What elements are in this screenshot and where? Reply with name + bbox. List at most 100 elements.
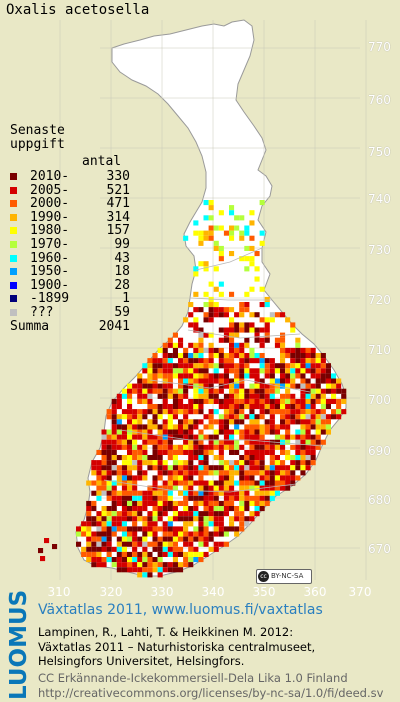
occurrence-cell <box>208 215 214 221</box>
occurrence-cell <box>218 373 224 379</box>
occurrence-cell <box>290 480 296 486</box>
occurrence-cell <box>300 424 306 430</box>
occurrence-cell <box>259 363 265 369</box>
occurrence-cell <box>147 526 153 532</box>
occurrence-cell <box>111 500 117 506</box>
occurrence-cell <box>259 240 265 246</box>
occurrence-cell <box>183 317 189 323</box>
occurrence-cell <box>239 347 245 353</box>
occurrence-cell <box>137 444 143 450</box>
occurrence-cell <box>132 546 138 552</box>
occurrence-cell <box>111 511 117 517</box>
occurrence-cell <box>249 322 255 328</box>
occurrence-cell <box>208 546 214 552</box>
occurrence-cell <box>305 353 311 359</box>
occurrence-cell <box>285 434 291 440</box>
occurrence-cell <box>259 460 265 466</box>
occurrence-cell <box>203 347 209 353</box>
occurrence-cell <box>183 368 189 374</box>
occurrence-cell <box>234 424 240 430</box>
occurrence-cell <box>198 490 204 496</box>
occurrence-cell <box>218 490 224 496</box>
occurrence-cell <box>193 322 199 328</box>
luomus-logo[interactable]: LUOMUS <box>6 589 32 700</box>
occurrence-cell <box>249 480 255 486</box>
occurrence-cell <box>264 322 270 328</box>
occurrence-cell <box>137 470 143 476</box>
y-axis-label: 770 <box>368 40 391 54</box>
occurrence-cell <box>280 465 286 471</box>
occurrence-cell <box>234 526 240 532</box>
occurrence-cell <box>300 434 306 440</box>
occurrence-cell <box>172 353 178 359</box>
occurrence-cell <box>137 567 143 573</box>
occurrence-cell <box>157 546 163 552</box>
occurrence-cell <box>183 404 189 410</box>
occurrence-cell <box>91 551 97 557</box>
legend-title-line2: uppgift <box>10 137 65 152</box>
occurrence-cell <box>244 439 250 445</box>
occurrence-cell <box>188 439 194 445</box>
occurrence-cell <box>111 444 117 450</box>
legend-item: 1970- 99 <box>10 238 130 252</box>
occurrence-cell <box>295 337 301 343</box>
occurrence-cell <box>147 516 153 522</box>
occurrence-cell <box>280 444 286 450</box>
occurrence-cell <box>127 444 133 450</box>
occurrence-cell <box>229 205 235 211</box>
occurrence-cell <box>305 363 311 369</box>
occurrence-cell <box>274 460 280 466</box>
occurrence-cell <box>213 307 219 313</box>
occurrence-cell <box>172 363 178 369</box>
occurrence-cell <box>178 409 184 415</box>
occurrence-cell <box>269 460 275 466</box>
occurrence-cell <box>137 500 143 506</box>
occurrence-cell <box>198 307 204 313</box>
occurrence-cell <box>203 378 209 384</box>
occurrence-cell <box>264 480 270 486</box>
occurrence-cell <box>44 538 50 544</box>
occurrence-cell <box>280 337 286 343</box>
occurrence-cell <box>162 393 168 399</box>
occurrence-cell <box>137 373 143 379</box>
occurrence-cell <box>285 368 291 374</box>
occurrence-cell <box>239 373 245 379</box>
occurrence-cell <box>137 526 143 532</box>
occurrence-cell <box>142 429 148 435</box>
occurrence-cell <box>116 546 122 552</box>
occurrence-cell <box>325 388 331 394</box>
legend-period-label: 1970- <box>30 236 70 252</box>
occurrence-cell <box>198 449 204 455</box>
occurrence-cell <box>167 368 173 374</box>
occurrence-cell <box>203 424 209 430</box>
occurrence-cell <box>96 460 102 466</box>
occurrence-cell <box>81 526 87 532</box>
occurrence-cell <box>157 541 163 547</box>
occurrence-cell <box>203 317 209 323</box>
occurrence-cell <box>325 398 331 404</box>
occurrence-cell <box>193 516 199 522</box>
occurrence-cell <box>198 419 204 425</box>
occurrence-cell <box>239 429 245 435</box>
occurrence-cell <box>280 449 286 455</box>
atlas-link[interactable]: Växtatlas 2011, www.luomus.fi/vaxtatlas <box>38 602 323 618</box>
occurrence-cell <box>218 414 224 420</box>
occurrence-cell <box>121 439 127 445</box>
license-text: CC Erkännande-Ickekommersiell-Dela Lika … <box>38 671 348 685</box>
occurrence-cell <box>137 551 143 557</box>
license-badge[interactable]: cc BY-NC-SA <box>256 569 312 584</box>
occurrence-cell <box>162 404 168 410</box>
occurrence-cell <box>106 429 112 435</box>
occurrence-cell <box>229 342 235 348</box>
occurrence-cell <box>315 434 321 440</box>
occurrence-cell <box>162 567 168 573</box>
occurrence-cell <box>223 404 229 410</box>
occurrence-cell <box>132 460 138 466</box>
occurrence-cell <box>137 449 143 455</box>
occurrence-cell <box>157 347 163 353</box>
occurrence-cell <box>111 485 117 491</box>
license-url[interactable]: http://creativecommons.org/licenses/by-n… <box>38 686 384 700</box>
occurrence-cell <box>147 398 153 404</box>
occurrence-cell <box>239 312 245 318</box>
occurrence-cell <box>295 353 301 359</box>
